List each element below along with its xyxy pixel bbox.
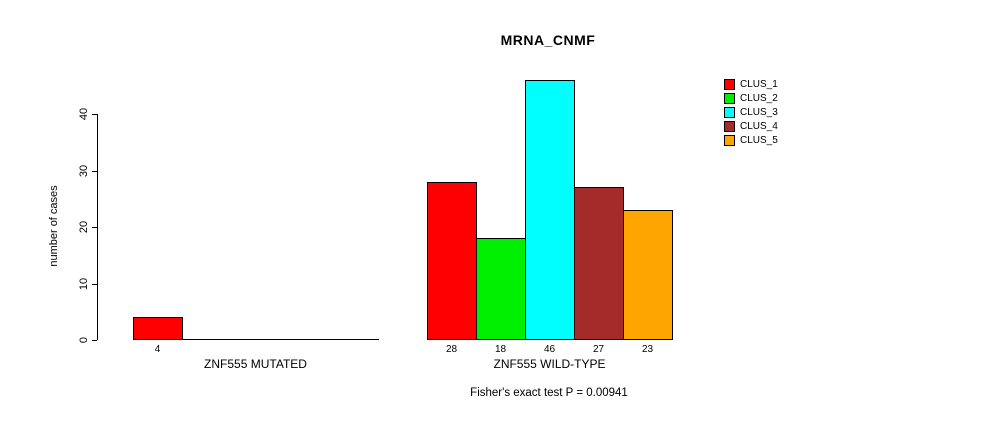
legend-item-clus_1: CLUS_1 <box>724 77 778 91</box>
bar-value-label: 46 <box>543 344 556 355</box>
baseline <box>133 339 379 340</box>
bar-clus_1 <box>133 317 183 340</box>
legend-item-clus_2: CLUS_2 <box>724 91 778 105</box>
y-axis-line <box>97 114 98 340</box>
legend-label: CLUS_2 <box>740 92 778 104</box>
y-tick-label: 30 <box>78 164 90 178</box>
bar-chart: MRNA_CNMF number of cases 0 10 20 30 40 4 ZNF… <box>40 16 990 416</box>
caption: Fisher's exact test P = 0.00941 <box>470 387 628 399</box>
bar-clus_3 <box>525 80 575 340</box>
legend-swatch-clus_5 <box>724 134 735 146</box>
y-tick-label: 40 <box>78 107 90 121</box>
legend-swatch-clus_2 <box>724 92 735 104</box>
group-label: ZNF555 MUTATED <box>204 357 307 371</box>
legend-item-clus_3: CLUS_3 <box>724 105 778 119</box>
legend-label: CLUS_1 <box>740 78 778 90</box>
group-label: ZNF555 WILD-TYPE <box>493 357 606 371</box>
y-tick-label: 10 <box>78 277 90 291</box>
y-axis-label: number of cases <box>48 185 60 267</box>
chart-title: MRNA_CNMF <box>500 32 596 48</box>
bar-clus_1 <box>427 182 477 340</box>
legend-swatch-clus_4 <box>724 120 735 132</box>
bar-clus_4 <box>574 187 624 340</box>
bar-clus_2 <box>476 238 526 340</box>
y-axis-tick <box>92 171 97 172</box>
bar-clus_5 <box>623 210 673 340</box>
legend-swatch-clus_3 <box>724 106 735 118</box>
bar-value-label: 27 <box>592 344 605 355</box>
bar-value-label: 23 <box>641 344 654 355</box>
legend-label: CLUS_3 <box>740 106 778 118</box>
legend-label: CLUS_5 <box>740 134 778 146</box>
y-axis-tick <box>92 340 97 341</box>
legend: CLUS_1 CLUS_2 CLUS_3 CLUS_4 CLUS_5 <box>724 77 778 147</box>
bar-value-label: 28 <box>445 344 458 355</box>
bar-value-label: 18 <box>494 344 507 355</box>
legend-swatch-clus_1 <box>724 78 735 90</box>
legend-label: CLUS_4 <box>740 120 778 132</box>
bar-value-label: 4 <box>154 344 161 355</box>
y-tick-label: 0 <box>78 336 90 344</box>
y-axis-tick <box>92 114 97 115</box>
legend-item-clus_4: CLUS_4 <box>724 119 778 133</box>
y-axis-tick <box>92 227 97 228</box>
y-axis-tick <box>92 284 97 285</box>
legend-item-clus_5: CLUS_5 <box>724 133 778 147</box>
y-tick-label: 20 <box>78 220 90 234</box>
